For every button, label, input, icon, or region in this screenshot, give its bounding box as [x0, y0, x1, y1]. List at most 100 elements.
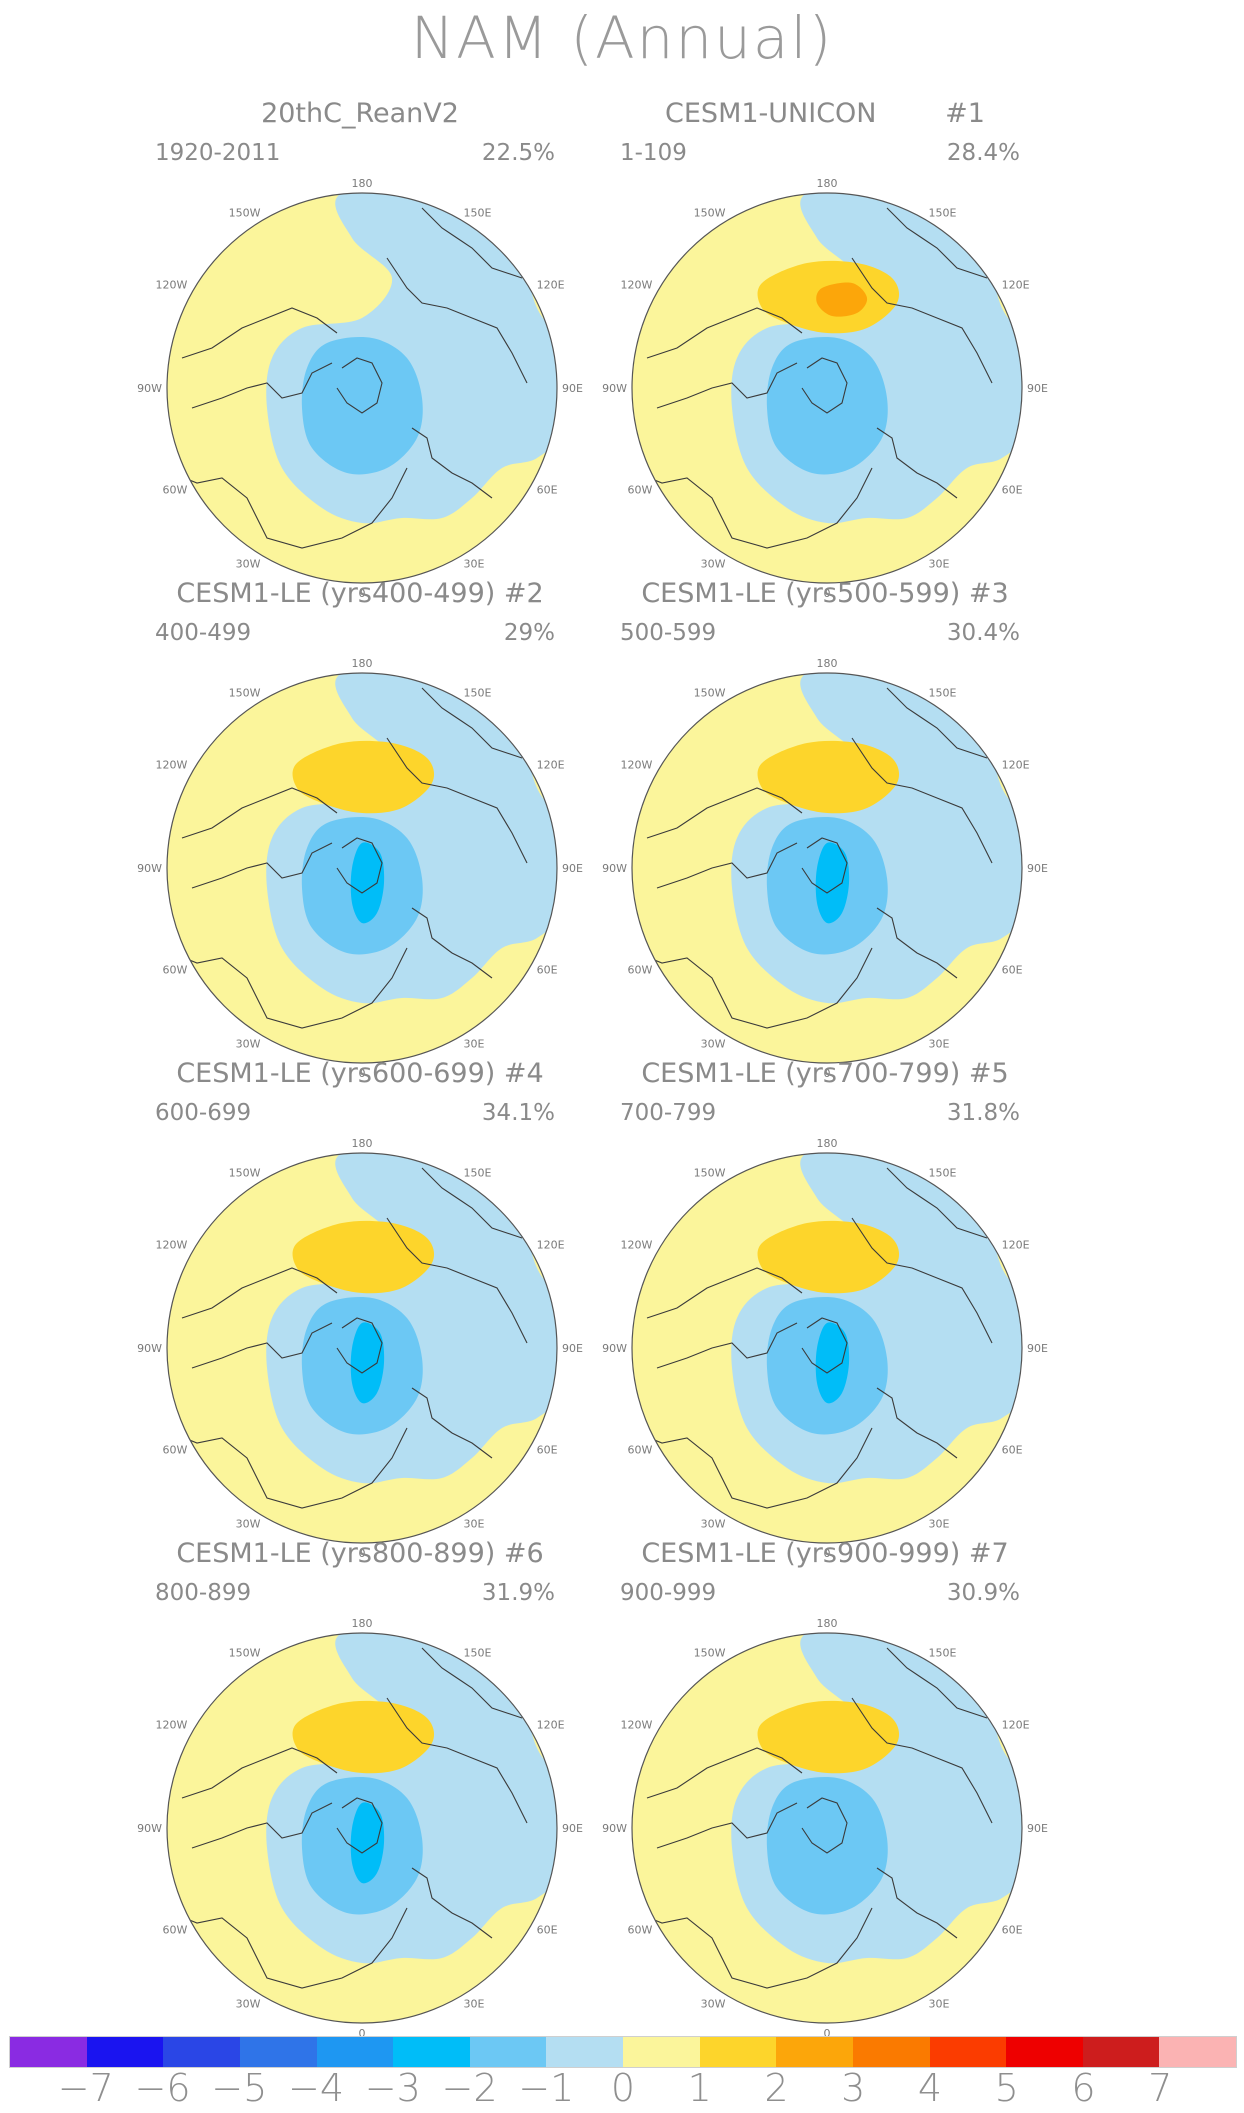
longitude-label: 90E: [1027, 1822, 1048, 1835]
colorbar-swatch: [1082, 2037, 1160, 2067]
coastline: [656, 1322, 798, 1369]
colorbar-tick-label: −4: [287, 2066, 345, 2110]
coastline: [191, 362, 333, 409]
coastline: [181, 1267, 338, 1319]
longitude-label: 150E: [464, 1166, 492, 1179]
map-boundary: [631, 192, 1023, 584]
coastline: [411, 427, 493, 499]
coastline: [656, 1802, 798, 1849]
panel-period: 1-109: [620, 140, 687, 166]
longitude-label: 60W: [162, 1924, 187, 1937]
colorbar-labels: −7 −6 −5 −4 −3 −2 −1 0 1 2 3 4 5 6 7: [0, 2066, 1244, 2110]
colorbar-swatch: [623, 2037, 700, 2067]
longitude-label: 30E: [929, 1038, 950, 1051]
panel-period: 600-699: [155, 1100, 252, 1126]
panel-title: CESM1-UNICON #1: [665, 98, 985, 129]
polar-map: 180 0 90E 90W 150E 120E 60E 30E 150W 120W 60W 30W: [602, 1617, 1048, 2040]
longitude-label: 150W: [694, 1166, 726, 1179]
longitude-label: 60W: [627, 1924, 652, 1937]
longitude-label: 0: [824, 1547, 831, 1560]
longitude-label: 120W: [620, 1239, 652, 1252]
coastline: [886, 1647, 988, 1719]
contour-minus-3: [350, 842, 385, 924]
longitude-label: 30W: [701, 1998, 726, 2011]
longitude-label: 150E: [929, 1646, 957, 1659]
longitude-label: 150E: [929, 1166, 957, 1179]
panel-explained-variance: 30.4%: [946, 620, 1020, 646]
coastline: [386, 1217, 528, 1344]
map-boundary: [631, 672, 1023, 1064]
longitude-label: 0: [824, 2027, 831, 2040]
longitude-label: 90E: [562, 382, 583, 395]
longitude-label: 60E: [537, 1924, 558, 1937]
colorbar-tick-label: 2: [764, 2066, 789, 2110]
longitude-label: 90W: [137, 1822, 162, 1835]
colorbar-tick-label: 0: [610, 2066, 636, 2110]
contour-minus-2: [766, 337, 888, 475]
coastline: [171, 1907, 408, 1989]
colorbar-tick-label: 1: [687, 2066, 712, 2110]
longitude-label: 90E: [562, 862, 583, 875]
longitude-label: 120E: [537, 759, 565, 772]
longitude-label: 0: [359, 1547, 366, 1560]
coastline: [646, 1267, 803, 1319]
longitude-label: 120E: [537, 1239, 565, 1252]
coastline: [336, 357, 383, 414]
coastline: [386, 1697, 528, 1824]
coastline: [636, 467, 873, 549]
coastline: [336, 1797, 383, 1854]
longitude-label: 150W: [694, 1646, 726, 1659]
polar-map: 180 0 90E 90W 150E 120E 60E 30E 150W 120W 60W 30W: [137, 1137, 583, 1560]
longitude-label: 90E: [1027, 382, 1048, 395]
longitude-label: 90W: [137, 1342, 162, 1355]
longitude-label: 60E: [537, 484, 558, 497]
colorbar-swatch: [776, 2037, 853, 2067]
longitude-label: 120W: [155, 759, 187, 772]
colorbar-swatch: [852, 2037, 930, 2067]
longitude-label: 60W: [162, 964, 187, 977]
longitude-label: 60W: [627, 1444, 652, 1457]
longitude-label: 60E: [1002, 484, 1023, 497]
longitude-label: 180: [352, 1137, 373, 1150]
coastline: [191, 1322, 333, 1369]
longitude-label: 30E: [464, 558, 485, 571]
longitude-label: 30W: [701, 558, 726, 571]
colorbar-swatch: [393, 2037, 470, 2067]
panel-title: CESM1-LE (yrs700-799) #5: [641, 1058, 1009, 1089]
longitude-label: 60W: [627, 964, 652, 977]
longitude-label: 150E: [464, 1646, 492, 1659]
longitude-label: 180: [817, 1617, 838, 1630]
coastline: [636, 1907, 873, 1989]
panel-explained-variance: 22.5%: [481, 140, 555, 166]
longitude-label: 150E: [929, 686, 957, 699]
longitude-label: 0: [824, 1067, 831, 1080]
coastline: [386, 257, 528, 384]
longitude-label: 30W: [236, 558, 261, 571]
colorbar: [9, 2036, 1237, 2068]
coastline: [411, 1867, 493, 1939]
polar-map: 180 0 90E 90W 150E 120E 60E 30E 150W 120W 60W 30W: [137, 657, 583, 1080]
colorbar-tick-label: 3: [841, 2066, 866, 2110]
polar-map: 180 0 90E 90W 150E 120E 60E 30E 150W 120W 60W 30W: [137, 1617, 583, 2040]
map-panel: CESM1-LE (yrs600-699) #4 600-699 34.1% 180 0…: [125, 1058, 595, 1560]
colorbar-swatch: [929, 2037, 1007, 2067]
colorbar-swatch: [469, 2037, 547, 2067]
colorbar-swatch: [316, 2037, 394, 2067]
panel-title: CESM1-LE (yrs400-499) #2: [176, 578, 544, 609]
longitude-label: 90W: [137, 862, 162, 875]
longitude-label: 30W: [236, 1038, 261, 1051]
longitude-label: 120W: [620, 1719, 652, 1732]
coastline: [386, 737, 528, 864]
colorbar-tick-label: −5: [211, 2066, 268, 2110]
map-boundary: [166, 672, 558, 1064]
coastline: [181, 787, 338, 839]
coastline: [801, 837, 848, 894]
coastline: [801, 1797, 848, 1854]
colorbar-tick-label: −3: [364, 2066, 421, 2110]
colorbar-swatch: [239, 2037, 317, 2067]
coastline: [171, 467, 408, 549]
coastline: [886, 687, 988, 759]
longitude-label: 90W: [602, 1822, 627, 1835]
longitude-label: 30W: [236, 1998, 261, 2011]
longitude-label: 150W: [229, 686, 261, 699]
